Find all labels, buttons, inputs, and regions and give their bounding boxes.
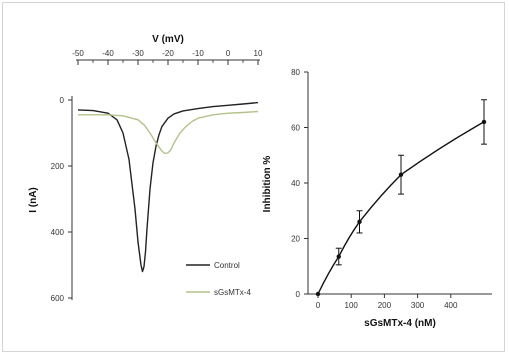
left-y-tick-label-0: 0 xyxy=(60,96,65,105)
right-x-ticks: 0 100 200 300 400 xyxy=(316,294,458,310)
right-data-point-4 xyxy=(481,119,487,125)
left-series-line-1 xyxy=(78,110,259,155)
dose-response-panel: 0 100 200 300 400 0 20 40 60 80 sGsMTx-4 (nM) In… xyxy=(262,68,492,329)
left-y-tick-label-3: 600 xyxy=(51,294,65,303)
left-series-group xyxy=(77,101,259,273)
right-data-point-2 xyxy=(357,219,362,225)
right-y-tick-label-2: 40 xyxy=(291,179,300,188)
legend-control-label: Control xyxy=(214,261,240,270)
left-y-tick-label-2: 400 xyxy=(51,228,65,237)
legend: Control sGsMTx-4 xyxy=(186,261,251,297)
left-y-ticks: 0 200 400 600 xyxy=(51,96,72,303)
right-y-tick-label-1: 20 xyxy=(291,235,300,244)
left-x-tick-label-6: 10 xyxy=(254,49,263,58)
right-y-ticks: 0 20 40 60 80 xyxy=(291,68,308,299)
right-y-axis-title: Inhibition % xyxy=(262,156,273,213)
right-y-tick-label-3: 60 xyxy=(291,124,300,133)
right-y-tick-label-4: 80 xyxy=(291,68,300,77)
left-series-line-0 xyxy=(77,101,259,273)
right-x-tick-label-4: 400 xyxy=(444,301,458,310)
left-x-tick-label-3: -20 xyxy=(162,49,174,58)
right-x-tick-label-2: 200 xyxy=(378,301,392,310)
left-x-tick-label-0: -50 xyxy=(72,49,84,58)
right-x-tick-label-0: 0 xyxy=(316,301,321,310)
right-y-tick-label-0: 0 xyxy=(296,290,301,299)
left-x-tick-label-2: -30 xyxy=(132,49,144,58)
right-series-group xyxy=(315,99,487,297)
left-x-tick-label-1: -40 xyxy=(102,49,114,58)
right-data-point-3 xyxy=(398,172,404,177)
right-x-axis-title: sGsMTx-4 (nM) xyxy=(364,318,436,329)
left-x-tick-label-4: -10 xyxy=(192,49,204,58)
right-data-point-0 xyxy=(315,291,321,297)
left-y-tick-label-1: 200 xyxy=(51,162,65,171)
left-x-axis-title: V (mV) xyxy=(152,34,184,45)
right-x-tick-label-1: 100 xyxy=(345,301,359,310)
right-fit-curve xyxy=(317,121,485,295)
left-y-axis-title: I (nA) xyxy=(28,187,39,213)
left-x-ticks: -50 -40 -30 -20 -10 0 10 xyxy=(72,49,263,65)
legend-sgsmtx4-label: sGsMTx-4 xyxy=(214,288,251,297)
left-x-tick-label-5: 0 xyxy=(226,49,231,58)
right-x-tick-label-3: 300 xyxy=(411,301,425,310)
right-data-point-1 xyxy=(336,254,341,259)
